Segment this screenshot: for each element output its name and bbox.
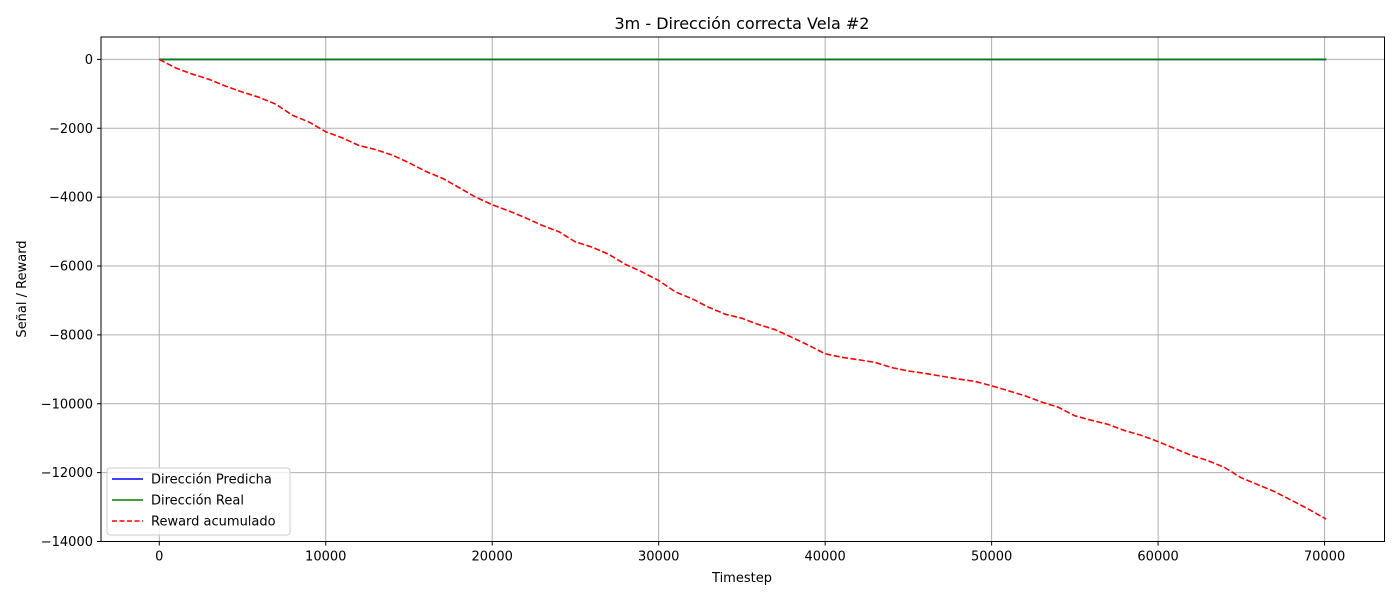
x-tick-label: 0	[155, 550, 163, 565]
legend-label: Dirección Predicha	[151, 473, 272, 488]
x-tick-label: 10000	[305, 550, 346, 565]
y-tick-label: −2000	[49, 122, 93, 137]
x-axis: 0 10000 20000 30000 40000 50000 60000 70000	[155, 541, 1345, 565]
y-axis: 0 −2000 −4000 −6000 −8000 −10000 −12000 −14000	[41, 53, 101, 550]
x-tick-label: 60000	[1137, 550, 1178, 565]
y-tick-label: 0	[85, 53, 93, 68]
legend-frame	[106, 467, 291, 536]
legend: Dirección Predicha Dirección Real Reward a…	[106, 467, 291, 536]
x-tick-label: 30000	[638, 550, 679, 565]
x-tick-label: 40000	[804, 550, 845, 565]
legend-label: Reward acumulado	[151, 515, 276, 530]
y-tick-label: −14000	[41, 535, 93, 550]
y-tick-label: −8000	[49, 328, 93, 343]
x-tick-label: 50000	[971, 550, 1012, 565]
series-line-reward-acumulado	[158, 58, 1327, 520]
x-tick-label: 70000	[1304, 550, 1345, 565]
x-tick-label: 20000	[472, 550, 513, 565]
x-axis-label: Timestep	[711, 571, 772, 586]
plot-area	[158, 58, 1327, 520]
y-tick-label: −6000	[49, 260, 93, 275]
y-tick-label: −10000	[41, 397, 93, 412]
plot-frame	[100, 36, 1385, 542]
grid	[101, 37, 1385, 542]
legend-label: Dirección Real	[151, 494, 244, 509]
y-tick-label: −12000	[41, 466, 93, 481]
y-tick-label: −4000	[49, 191, 93, 206]
chart-title: 3m - Dirección correcta Vela #2	[615, 14, 870, 33]
y-axis-label: Señal / Reward	[15, 240, 30, 337]
